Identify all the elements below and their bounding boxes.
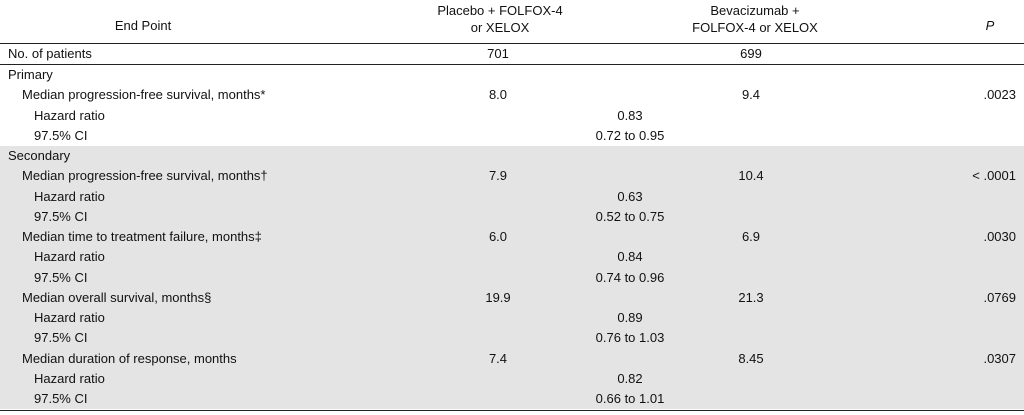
table-row: Primary	[0, 65, 1024, 85]
patients-placebo: 701	[487, 46, 509, 61]
hazard-value: 0.83	[617, 107, 643, 123]
table-row: Median progression-free survival, months…	[0, 166, 1024, 187]
hazard-value: 0.84	[617, 249, 643, 265]
row-label: Hazard ratio	[34, 310, 105, 325]
table-row: Hazard ratio 0.83	[0, 106, 1024, 126]
row-label: Median overall survival, months§	[22, 289, 212, 305]
hazard-value: 0.66 to 1.01	[595, 391, 665, 406]
p-value: .0023	[983, 87, 1016, 103]
header-placebo-line1: Placebo + FOLFOX-4	[437, 3, 563, 18]
row-label: Secondary	[8, 148, 71, 163]
hazard-value: 0.52 to 0.75	[595, 208, 665, 224]
bev-value: 6.9	[741, 229, 761, 244]
table-row: 97.5% CI 0.72 to 0.95	[0, 126, 1024, 146]
table-row: Hazard ratio 0.89	[0, 308, 1024, 329]
p-value: .0030	[983, 229, 1016, 244]
table-row: 97.5% CI 0.66 to 1.01	[0, 389, 1024, 410]
placebo-value: 7.9	[488, 168, 508, 184]
row-label: Median progression-free survival, months…	[22, 87, 266, 103]
p-value: < .0001	[972, 168, 1016, 184]
bottom-rule	[0, 410, 1024, 411]
row-label: Median time to treatment failure, months…	[22, 229, 262, 244]
hazard-value: 0.89	[617, 310, 643, 325]
hazard-value: 0.72 to 0.95	[595, 127, 665, 143]
bev-value: 10.4	[738, 168, 764, 184]
bev-value: 8.45	[738, 350, 764, 366]
hazard-value: 0.74 to 0.96	[595, 269, 665, 285]
header-placebo-line2: or XELOX	[470, 20, 530, 35]
header-bev-line2: FOLFOX-4 or XELOX	[692, 20, 818, 35]
row-label: 97.5% CI	[34, 269, 88, 285]
row-label: Primary	[8, 67, 53, 82]
hazard-value: 0.76 to 1.03	[595, 330, 665, 346]
placebo-value: 6.0	[488, 229, 508, 244]
p-value: .0769	[983, 289, 1016, 305]
patients-label: No. of patients	[8, 46, 92, 61]
row-label: 97.5% CI	[34, 127, 88, 143]
row-label: 97.5% CI	[34, 391, 88, 406]
row-label: 97.5% CI	[34, 208, 88, 224]
table-row: 97.5% CI 0.76 to 1.03	[0, 328, 1024, 349]
table-row: Hazard ratio 0.84	[0, 247, 1024, 268]
row-label: Hazard ratio	[34, 188, 105, 204]
row-label: Median duration of response, months	[22, 350, 237, 366]
table-row: Hazard ratio 0.63	[0, 186, 1024, 207]
table-header: End Point Placebo + FOLFOX-4 or XELOX Be…	[0, 0, 1024, 44]
table-row: 97.5% CI 0.52 to 0.75	[0, 206, 1024, 227]
table-row: Median duration of response, months 7.4 8.…	[0, 348, 1024, 369]
hazard-value: 0.63	[617, 188, 643, 204]
header-bev-line1: Bevacizumab +	[710, 3, 800, 18]
hazard-value: 0.82	[617, 370, 643, 386]
row-label: Hazard ratio	[34, 107, 105, 123]
table-row: 97.5% CI 0.74 to 0.96	[0, 267, 1024, 288]
bev-value: 21.3	[738, 289, 764, 305]
row-label: Hazard ratio	[34, 249, 105, 265]
p-value: .0307	[983, 350, 1016, 366]
row-label: 97.5% CI	[34, 330, 88, 346]
patients-bev: 699	[740, 46, 762, 61]
placebo-value: 8.0	[488, 87, 508, 103]
row-label: Median progression-free survival, months…	[22, 168, 268, 184]
header-p: P	[985, 18, 995, 33]
table-row: Median time to treatment failure, months…	[0, 227, 1024, 248]
header-endpoint: End Point	[114, 18, 172, 33]
placebo-value: 19.9	[485, 289, 511, 305]
bev-value: 9.4	[741, 87, 761, 103]
patients-row: No. of patients 701 699	[0, 44, 1024, 65]
table-row: Hazard ratio 0.82	[0, 368, 1024, 389]
row-label: Hazard ratio	[34, 370, 105, 386]
table-row: Median overall survival, months§ 19.9 21.3…	[0, 287, 1024, 308]
table-row: Median progression-free survival, months…	[0, 85, 1024, 105]
table-row: Secondary	[0, 146, 1024, 167]
placebo-value: 7.4	[488, 350, 508, 366]
